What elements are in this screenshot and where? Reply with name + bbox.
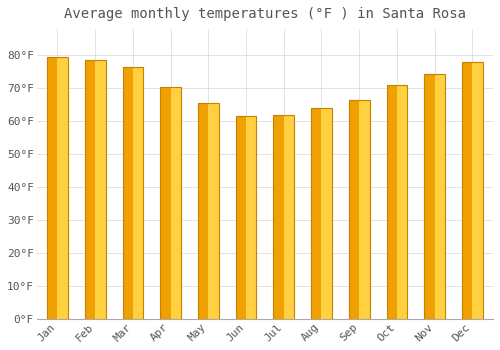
Bar [58, 57, 68, 319]
Bar [198, 103, 208, 319]
Bar [47, 57, 68, 319]
Bar [322, 108, 332, 319]
Bar [160, 87, 181, 319]
Bar [434, 74, 445, 319]
Bar [198, 103, 218, 319]
Bar [236, 116, 246, 319]
Bar [85, 60, 105, 319]
Bar [424, 74, 434, 319]
Bar [274, 115, 283, 319]
Bar [170, 87, 181, 319]
Bar [462, 62, 482, 319]
Bar [386, 85, 407, 319]
Bar [122, 67, 144, 319]
Bar [349, 100, 359, 319]
Bar [359, 100, 370, 319]
Bar [208, 103, 218, 319]
Bar [462, 62, 472, 319]
Bar [274, 115, 294, 319]
Bar [349, 100, 370, 319]
Bar [236, 116, 256, 319]
Bar [122, 67, 133, 319]
Bar [472, 62, 482, 319]
Bar [311, 108, 322, 319]
Bar [133, 67, 143, 319]
Bar [95, 60, 106, 319]
Bar [424, 74, 445, 319]
Title: Average monthly temperatures (°F ) in Santa Rosa: Average monthly temperatures (°F ) in Sa… [64, 7, 466, 21]
Bar [284, 115, 294, 319]
Bar [160, 87, 170, 319]
Bar [311, 108, 332, 319]
Bar [386, 85, 397, 319]
Bar [85, 60, 95, 319]
Bar [397, 85, 407, 319]
Bar [246, 116, 256, 319]
Bar [47, 57, 58, 319]
